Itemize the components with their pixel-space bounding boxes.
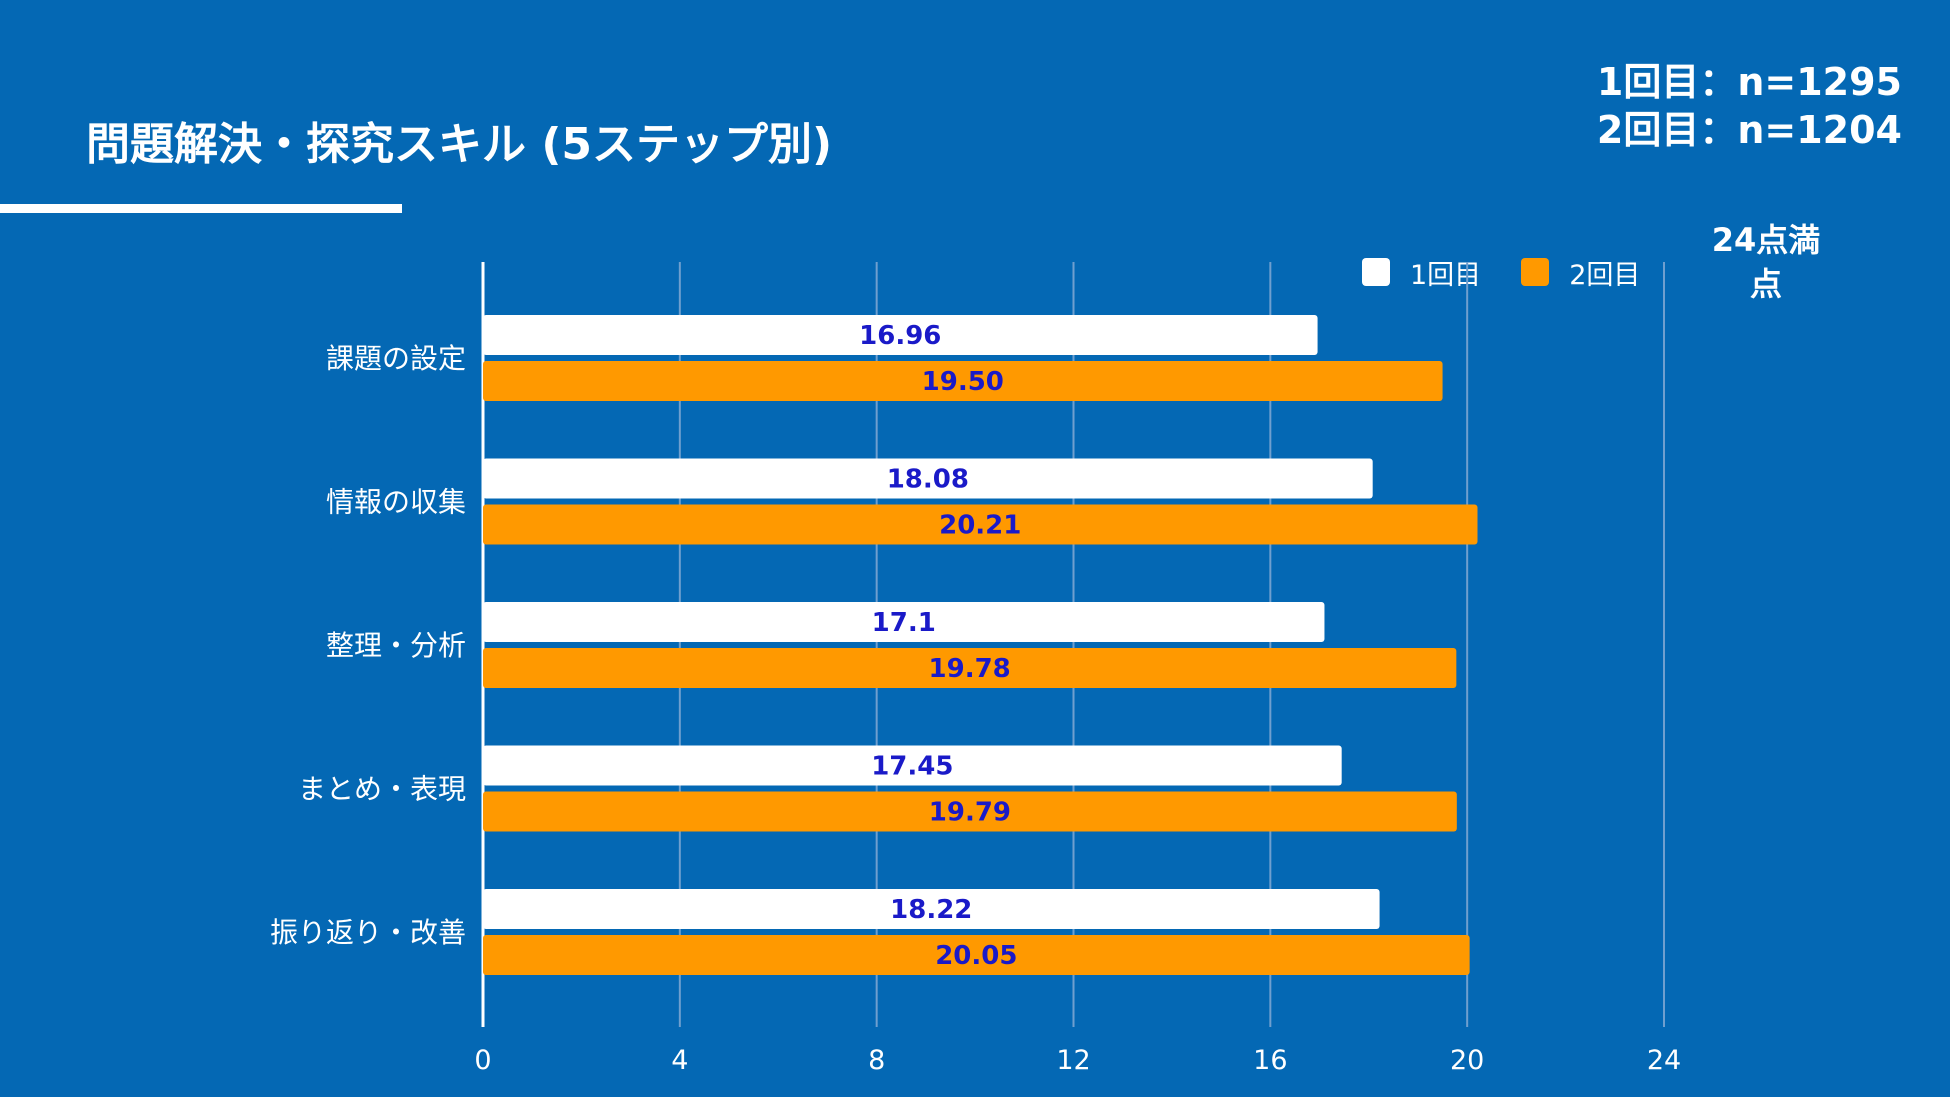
legend-swatch-series-1 [1362, 258, 1390, 286]
category-label: 情報の収集 [326, 486, 466, 519]
x-tick-label: 12 [1056, 1045, 1090, 1076]
category-label: 振り返り・改善 [270, 916, 466, 949]
data-label: 18.22 [890, 895, 972, 925]
bar-1 [483, 315, 1318, 355]
category-label: 整理・分析 [326, 629, 466, 662]
max-score-note-line-2: 点 [1749, 265, 1782, 303]
data-label: 17.1 [872, 608, 936, 638]
sample-size-info: 1回目：n=1295 2回目：n=1204 [1597, 58, 1902, 154]
sample-size-round-1: 1回目：n=1295 [1596, 60, 1902, 104]
data-label: 18.08 [887, 465, 969, 495]
data-label: 17.45 [871, 752, 953, 782]
data-label: 16.96 [859, 321, 941, 351]
legend-item-series-1: 1回目 [1362, 253, 1481, 292]
x-tick-label: 0 [474, 1045, 491, 1076]
bar-2 [483, 648, 1457, 688]
data-label: 20.05 [935, 941, 1017, 971]
data-label: 20.21 [939, 511, 1021, 541]
page-title: 問題解決・探究スキル (5ステップ別) [86, 119, 833, 170]
x-tick-label: 4 [671, 1045, 688, 1076]
bar-2 [483, 504, 1478, 545]
bar-2 [483, 935, 1470, 975]
bar-1 [483, 745, 1342, 786]
bar-2 [483, 791, 1457, 832]
legend-item-series-2: 2回目 [1521, 253, 1640, 292]
title-underline [0, 204, 402, 213]
data-label: 19.78 [929, 654, 1011, 684]
category-label: 課題の設定 [326, 342, 466, 375]
legend-label-series-2: 2回目 [1569, 259, 1641, 291]
bar-1 [483, 889, 1380, 929]
bar-2 [483, 361, 1443, 401]
sample-size-round-2: 2回目：n=1204 [1596, 108, 1902, 152]
legend-swatch-series-2 [1521, 258, 1550, 286]
data-label: 19.79 [929, 798, 1011, 828]
legend-label-series-1: 1回目 [1410, 259, 1482, 291]
x-tick-label: 8 [868, 1045, 885, 1076]
data-label: 19.50 [922, 367, 1004, 397]
bar-1 [483, 602, 1325, 642]
x-tick-label: 20 [1450, 1045, 1484, 1076]
x-tick-label: 24 [1647, 1045, 1681, 1076]
max-score-note: 24点満 点 [1700, 218, 1832, 306]
bar-1 [483, 458, 1373, 499]
max-score-note-line-1: 24点満 [1711, 221, 1821, 259]
chart-legend: 1回目 2回目 [1362, 256, 1640, 291]
x-tick-label: 16 [1253, 1045, 1287, 1076]
category-label: まとめ・表現 [298, 773, 466, 806]
